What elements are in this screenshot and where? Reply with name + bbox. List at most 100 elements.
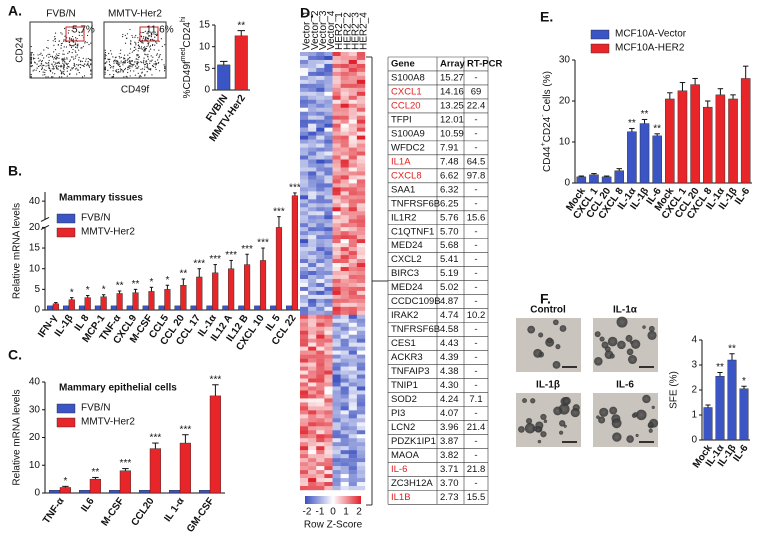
table-cell: 22.4 (467, 100, 486, 111)
heatmap-cell (340, 306, 349, 312)
heatmap-cell (332, 274, 341, 280)
heatmap-cell (308, 71, 317, 77)
table-cell: 2.73 (440, 492, 459, 503)
flow-dot (135, 48, 137, 50)
heatmap-cell (356, 219, 366, 224)
heatmap-cell (308, 366, 317, 371)
flow-dot (113, 59, 115, 62)
heatmap-cell (348, 147, 358, 152)
heatmap-cell (316, 83, 325, 89)
heatmap-cell (348, 183, 358, 188)
heatmap-cell (348, 462, 358, 467)
heatmap-cell (316, 247, 325, 252)
bar (180, 285, 187, 311)
flow-dot (78, 34, 80, 36)
table-cell: 5.70 (440, 226, 459, 237)
flow-dot (33, 54, 35, 56)
heatmap-cell (324, 366, 333, 371)
heatmap-cell (348, 63, 358, 69)
flow-dot (32, 70, 34, 72)
flow-dot (76, 64, 78, 66)
y-tick-label: 10 (559, 137, 571, 148)
heatmap-column-label: HER2_3 (350, 12, 361, 50)
heatmap-cell (324, 278, 333, 284)
heatmap-cell (308, 131, 317, 136)
heatmap-cell (356, 179, 366, 184)
flow-dot (52, 66, 55, 68)
heatmap-cell (308, 67, 317, 73)
flow-dot (51, 72, 54, 74)
heatmap-cell (300, 442, 309, 447)
flow-dot (75, 39, 77, 41)
flow-dot (62, 60, 64, 62)
table-cell: CXCL1 (391, 86, 422, 97)
heatmap-cell (308, 306, 317, 312)
flow-dot (146, 37, 148, 40)
heatmap-cell (316, 438, 325, 443)
legend-swatch (56, 403, 76, 414)
y-tick-label: 0 (564, 178, 570, 189)
flow-dot (109, 64, 111, 67)
heatmap-cell (316, 274, 325, 280)
bar (576, 176, 587, 184)
flow-dot (63, 27, 66, 30)
flow-dot (137, 50, 139, 52)
y-tick-label: 10 (29, 460, 41, 471)
significance: ** (628, 118, 636, 129)
heatmap-cell (308, 231, 317, 236)
heatmap-cell (348, 203, 358, 208)
flow-dot (67, 62, 69, 65)
flow-dot (67, 32, 69, 34)
heatmap-cell (324, 310, 333, 315)
table-cell: 4.24 (440, 394, 459, 405)
table-cell: - (474, 268, 477, 279)
flow-dot (72, 45, 74, 47)
table-header: Array (440, 59, 466, 70)
flow-dot (63, 40, 65, 42)
heatmap-cell (340, 458, 349, 463)
heatmap-cell (316, 358, 325, 363)
heatmap-cell (348, 354, 358, 359)
heatmap-cell (348, 179, 358, 184)
heatmap-cell (348, 366, 358, 371)
table-cell: 3.82 (440, 450, 459, 461)
heatmap-cell (332, 115, 341, 120)
heatmap-cell (300, 346, 309, 351)
flow-dot (30, 58, 32, 60)
flow-dot (144, 47, 146, 49)
heatmap-cell (332, 159, 341, 164)
bar (78, 490, 91, 494)
heatmap-cell (340, 179, 349, 184)
heatmap-cell (308, 278, 317, 284)
flow-dot (133, 61, 136, 63)
micrograph (516, 318, 581, 372)
flow-dot (72, 48, 74, 51)
flow-dot (60, 44, 62, 47)
heatmap-cell (348, 310, 358, 315)
heatmap-cell (340, 191, 349, 196)
flow-dot (63, 73, 66, 75)
heatmap-cell (348, 318, 358, 323)
heatmap-cell (348, 55, 358, 61)
heatmap-cell (332, 143, 341, 148)
heatmap-cell (316, 414, 325, 419)
heatmap-cell (332, 127, 341, 132)
heatmap-cell (340, 434, 349, 439)
heatmap-cell (300, 267, 309, 272)
flow-dot (80, 64, 82, 66)
heatmap-cell (348, 191, 358, 196)
table-cell: - (474, 254, 477, 265)
flow-dot (75, 51, 77, 53)
heatmap-cell (300, 103, 309, 108)
flow-dot (69, 38, 71, 41)
heatmap-cell (308, 259, 317, 264)
heatmap-cell (316, 223, 325, 228)
heatmap-cell (356, 207, 366, 212)
heatmap-cell (332, 263, 341, 268)
heatmap-cell (308, 414, 317, 419)
heatmap-cell (324, 450, 333, 455)
sphere (594, 357, 603, 366)
heatmap-cell (348, 95, 358, 100)
heatmap-cell (340, 115, 349, 120)
flow-dot (60, 73, 63, 75)
